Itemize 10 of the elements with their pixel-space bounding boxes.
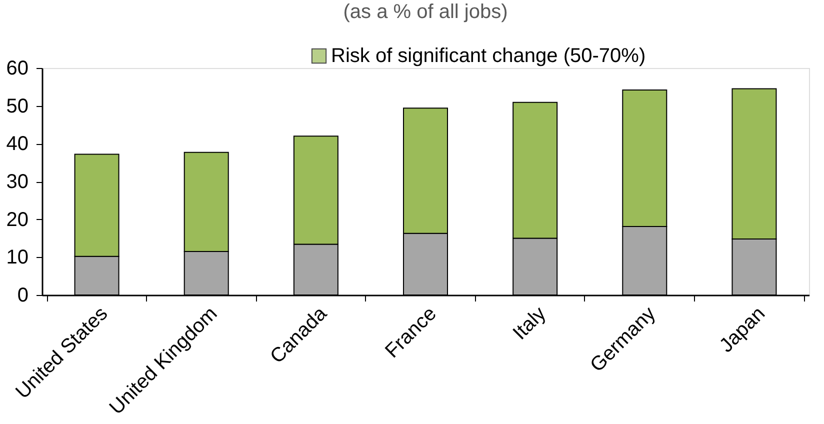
y-tick-label: 20: [6, 208, 28, 231]
legend-label: Risk of significant change (50-70%): [331, 45, 646, 67]
y-tick-label: 10: [6, 246, 28, 269]
y-tick-label: 0: [17, 284, 28, 306]
y-tick-label: 30: [6, 171, 28, 193]
y-tick-label: 40: [6, 133, 28, 156]
y-tick-label: 50: [6, 95, 28, 118]
chart-subtitle: (as a % of all jobs): [343, 1, 508, 23]
y-tick-label: 60: [6, 58, 28, 80]
x-tick-label: Italy: [508, 302, 550, 344]
